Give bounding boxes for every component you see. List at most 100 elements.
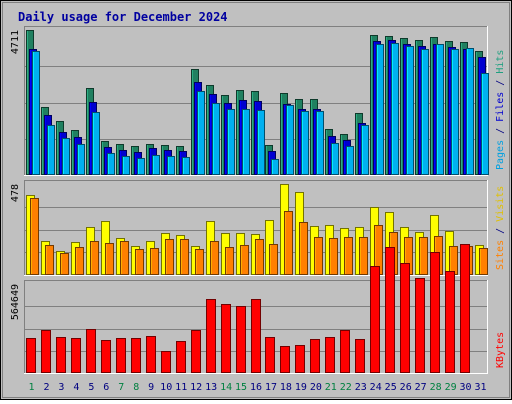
day-label: 26	[400, 382, 412, 393]
day-label: 11	[175, 382, 187, 393]
hits-ymax-label: 4711	[10, 30, 21, 54]
hits-bar-pages	[62, 138, 70, 175]
day-label: 24	[370, 382, 382, 393]
kbytes-bar-kbytes	[146, 336, 156, 373]
kbytes-bar-kbytes	[430, 252, 440, 373]
hits-bar-pages	[77, 144, 85, 175]
hits-bar-pages	[122, 156, 130, 175]
kbytes-bar-kbytes	[310, 339, 320, 373]
visits-bar-sites	[195, 249, 204, 275]
hits-bar-pages	[286, 105, 294, 175]
day-label: 4	[73, 382, 79, 393]
day-label: 14	[220, 382, 232, 393]
day-label: 6	[103, 382, 109, 393]
hits-series-pages	[32, 43, 489, 175]
panel-kbytes: 564649 KBytes	[10, 244, 506, 374]
visits-bar-sites	[479, 248, 488, 275]
day-label: 10	[160, 382, 172, 393]
visits-bar-sites	[150, 248, 159, 275]
kbytes-bar-kbytes	[41, 330, 51, 373]
hits-bar-pages	[227, 109, 235, 175]
hits-bar-pages	[137, 158, 145, 175]
hits-legend-item: Hits	[495, 50, 506, 74]
hits-bar-pages	[436, 44, 444, 175]
day-label: 8	[133, 382, 139, 393]
visits-bar-sites	[299, 222, 308, 275]
kbytes-bar-kbytes	[460, 244, 470, 373]
kbytes-bar-kbytes	[191, 330, 201, 373]
kbytes-bar-kbytes	[295, 345, 305, 373]
chart-inner-border	[2, 2, 510, 398]
hits-bar-pages	[212, 103, 220, 175]
visits-bar-sites	[120, 241, 129, 275]
visits-legend-item: Visits	[495, 186, 506, 222]
kbytes-bar-kbytes	[251, 299, 261, 373]
kbytes-bar-kbytes	[176, 341, 186, 373]
visits-bar-sites	[180, 239, 189, 275]
kbytes-bar-kbytes	[71, 338, 81, 373]
kbytes-bar-kbytes	[101, 340, 111, 373]
hits-bar-pages	[197, 91, 205, 175]
day-label: 5	[88, 382, 94, 393]
hits-side-legend: Pages / Files / Hits	[495, 50, 506, 170]
day-label: 22	[340, 382, 352, 393]
kbytes-bar-kbytes	[221, 304, 231, 373]
visits-side-legend: Sites / Visits	[495, 186, 506, 270]
kbytes-bar-kbytes	[325, 337, 335, 373]
kbytes-bar-kbytes	[340, 330, 350, 373]
hits-bar-pages	[316, 111, 324, 175]
kbytes-bar-kbytes	[385, 247, 395, 373]
visits-bar-sites	[329, 238, 338, 275]
kbytes-ymax-label: 564649	[10, 284, 21, 320]
visits-bar-sites	[105, 243, 114, 275]
visits-bar-sites	[45, 245, 54, 275]
day-label: 13	[205, 382, 217, 393]
day-label: 31	[474, 382, 486, 393]
hits-bar-pages	[242, 109, 250, 175]
hits-legend-item: /	[495, 74, 506, 92]
kbytes-bar-kbytes	[56, 337, 66, 373]
visits-bar-sites	[135, 249, 144, 275]
day-label: 18	[280, 382, 292, 393]
kbytes-bar-kbytes	[131, 338, 141, 373]
visits-bar-sites	[284, 211, 293, 275]
day-label: 30	[459, 382, 471, 393]
day-label: 29	[445, 382, 457, 393]
hits-bar-pages	[271, 159, 279, 175]
kbytes-bar-kbytes	[86, 329, 96, 373]
hits-bar-pages	[466, 48, 474, 175]
visits-bar-sites	[419, 237, 428, 275]
hits-bar-pages	[107, 153, 115, 175]
kbytes-series-kbytes	[26, 244, 470, 373]
hits-bar-pages	[301, 111, 309, 175]
hits-bar-pages	[152, 155, 160, 175]
hits-bar-pages	[346, 146, 354, 175]
hits-bar-pages	[47, 125, 55, 175]
day-label: 25	[385, 382, 397, 393]
hits-bar-pages	[331, 143, 339, 175]
kbytes-bar-kbytes	[116, 338, 126, 373]
hits-bar-pages	[167, 156, 175, 175]
day-label: 9	[148, 382, 154, 393]
kbytes-bar-kbytes	[265, 337, 275, 373]
kbytes-bar-kbytes	[26, 338, 36, 373]
hits-bar-pages	[421, 49, 429, 175]
kbytes-bar-kbytes	[236, 306, 246, 373]
kbytes-bar-kbytes	[280, 346, 290, 373]
visits-bar-sites	[269, 244, 278, 275]
hits-legend-item: Files	[495, 92, 506, 122]
day-label: 28	[430, 382, 442, 393]
hits-legend-item: Pages	[495, 140, 506, 170]
kbytes-bar-kbytes	[415, 278, 425, 373]
day-label: 1	[28, 382, 34, 393]
hits-bar-pages	[361, 125, 369, 175]
visits-legend-item: /	[495, 222, 506, 240]
day-label: 2	[43, 382, 49, 393]
hits-bar-pages	[481, 73, 489, 175]
visits-bar-sites	[75, 247, 84, 275]
visits-bar-sites	[210, 241, 219, 275]
kbytes-bar-kbytes	[400, 263, 410, 373]
kbytes-bar-kbytes	[206, 299, 216, 373]
hits-bar-pages	[391, 43, 399, 175]
visits-legend-item: Sites	[495, 240, 506, 270]
